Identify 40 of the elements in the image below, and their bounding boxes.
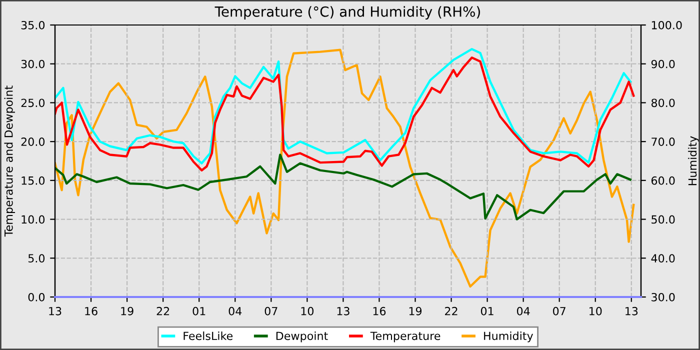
- x-tick-label: 19: [409, 306, 422, 316]
- x-tick-label: 04: [228, 306, 242, 316]
- y2-tick-label: 60.0: [652, 176, 675, 185]
- y2-tick-label: 80.0: [651, 98, 675, 108]
- y-tick-label: 15.0: [22, 176, 45, 185]
- x-tick-label: 07: [553, 306, 566, 316]
- y-tick-label: 25.0: [21, 98, 45, 108]
- legend-label: Temperature: [370, 332, 440, 342]
- y-tick-label: 35.0: [21, 20, 45, 30]
- x-tick-label: 22: [445, 306, 458, 316]
- y2-tick-label: 40.0: [651, 254, 675, 263]
- legend-label: Humidity: [484, 331, 534, 342]
- y2-axis-title: Humidity: [688, 136, 699, 186]
- x-tick-label: 13: [626, 306, 638, 316]
- y-tick-label: 20.0: [21, 138, 45, 146]
- y-tick-label: 0.0: [28, 292, 45, 302]
- x-tick-label: 19: [121, 306, 134, 316]
- y2-tick-label: 90.0: [651, 60, 675, 68]
- x-tick-label: 01: [192, 306, 206, 316]
- x-tick-label: 16: [85, 306, 98, 316]
- x-tick-label: 01: [480, 306, 494, 316]
- legend-label: Dewpoint: [276, 331, 328, 342]
- x-tick-label: 16: [373, 306, 386, 316]
- x-tick-label: 10: [301, 306, 314, 316]
- x-tick-label: 04: [516, 306, 530, 316]
- y2-tick-label: 30.0: [652, 292, 675, 302]
- y2-tick-label: 100.0: [652, 20, 682, 30]
- x-tick-label: 07: [264, 306, 278, 316]
- y-tick-label: 10.0: [22, 215, 45, 224]
- y-tick-label: 30.0: [21, 60, 45, 68]
- y-axis-title: Temperature and Dewpoint: [4, 86, 15, 237]
- legend-label: FeelsLike: [184, 331, 233, 340]
- x-tick-label: 10: [590, 306, 602, 316]
- y2-tick-label: 50.0: [652, 215, 675, 224]
- x-tick-label: 22: [156, 306, 170, 316]
- x-tick-label: 13: [337, 306, 350, 316]
- chart-title: Temperature (°C) and Humidity (RH%): [214, 6, 480, 20]
- x-tick-label: 13: [49, 306, 62, 316]
- y-tick-label: 5.0: [28, 254, 45, 263]
- y2-tick-label: 70.0: [652, 138, 675, 146]
